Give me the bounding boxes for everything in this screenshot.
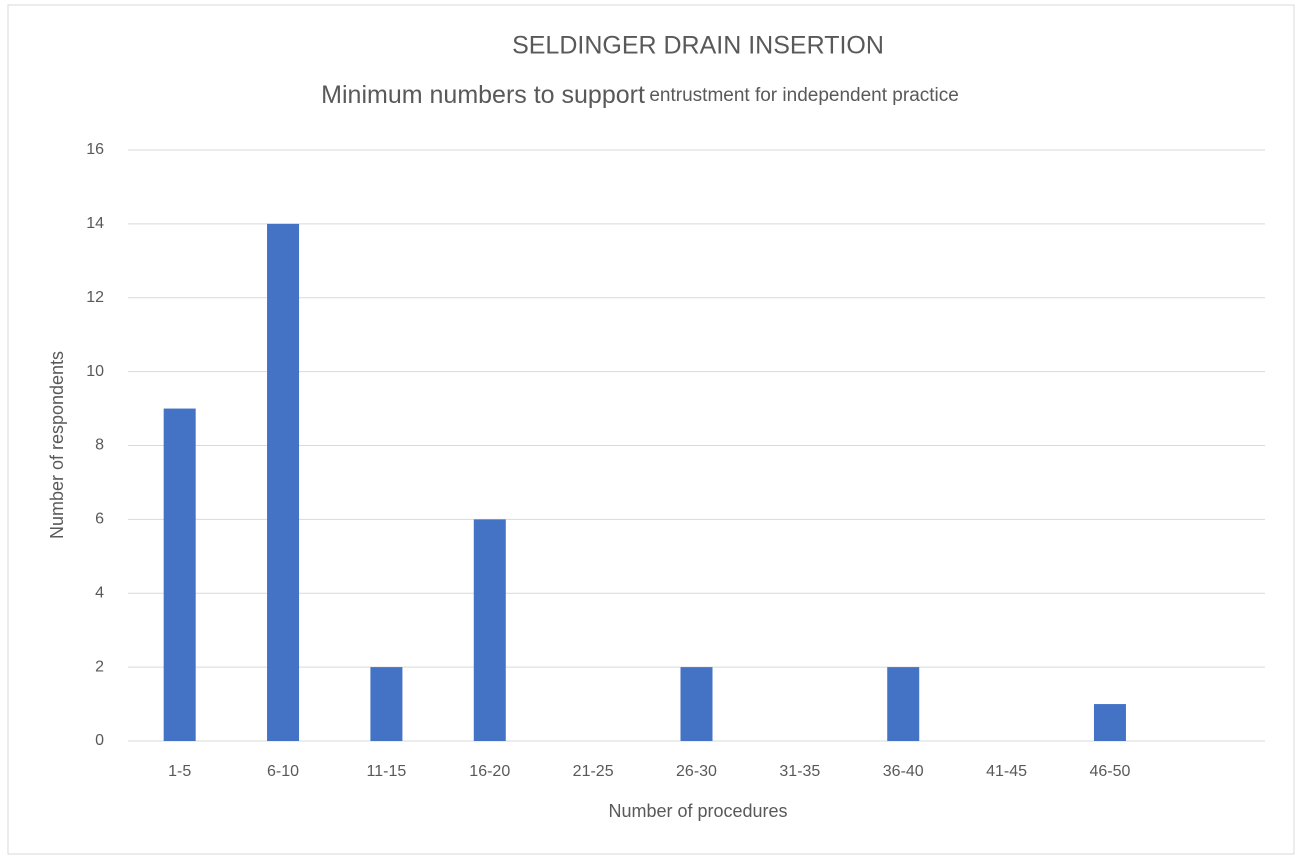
x-tick-label: 46-50 <box>1089 763 1130 780</box>
y-tick-label: 12 <box>86 289 104 306</box>
bar <box>473 519 506 741</box>
x-tick-label: 36-40 <box>883 763 924 780</box>
x-axis-label: Number of procedures <box>608 801 787 821</box>
x-tick-label: 26-30 <box>676 763 717 780</box>
x-tick-label: 16-20 <box>469 763 510 780</box>
x-tick-label: 6-10 <box>267 763 299 780</box>
y-tick-label: 6 <box>95 511 104 528</box>
y-tick-label: 8 <box>95 437 104 454</box>
bar <box>370 667 403 741</box>
x-tick-label: 21-25 <box>573 763 614 780</box>
y-tick-label: 14 <box>86 215 104 232</box>
y-axis-label: Number of respondents <box>47 351 67 539</box>
bar <box>887 667 920 741</box>
bar <box>1093 704 1126 741</box>
x-tick-label: 31-35 <box>779 763 820 780</box>
subtitle-main: Minimum numbers to support <box>321 81 645 109</box>
bar <box>680 667 713 741</box>
y-tick-label: 0 <box>95 732 104 749</box>
y-tick-label: 16 <box>86 141 104 158</box>
subtitle-small: entrustment for independent practice <box>649 85 958 106</box>
bar <box>267 223 300 741</box>
x-tick-label: 11-15 <box>367 763 407 780</box>
bar <box>163 408 196 741</box>
y-tick-label: 2 <box>95 658 104 675</box>
x-tick-label: 1-5 <box>168 763 191 780</box>
x-tick-label: 41-45 <box>986 763 1027 780</box>
y-tick-label: 10 <box>86 363 104 380</box>
chart-title: SELDINGER DRAIN INSERTION <box>512 32 884 60</box>
y-tick-label: 4 <box>95 584 104 601</box>
chart-frame <box>7 4 1295 855</box>
chart-subtitle: Minimum numbers to support entrustment f… <box>321 81 959 109</box>
